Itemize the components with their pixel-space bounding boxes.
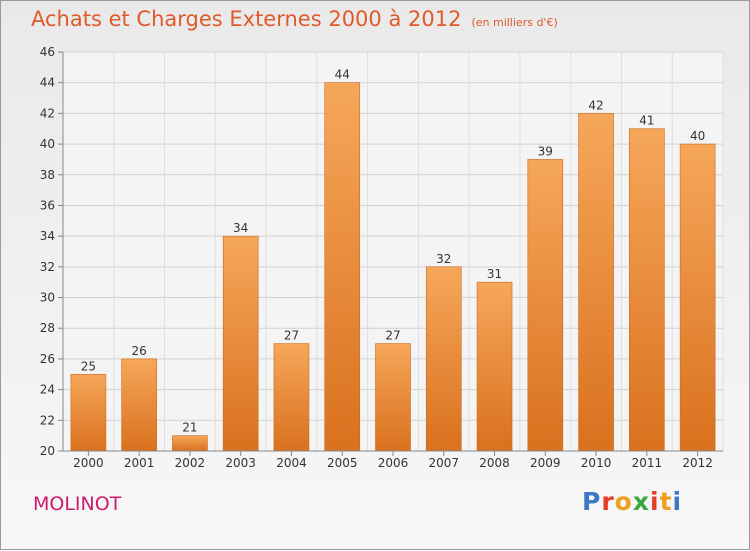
bar-2012: [679, 143, 716, 452]
axes: 20 22 24 26 28 30 32 34 36 38 40 42 44 46 2000 2001 2002…: [40, 45, 723, 470]
y-tick-label: 20: [40, 444, 55, 458]
y-tick-label: 46: [40, 45, 55, 59]
value-label: 31: [487, 267, 502, 281]
x-tick-label: 2004: [276, 456, 307, 470]
bar-2006: [375, 343, 411, 452]
bar-2010: [578, 113, 614, 452]
x-tick-label: 2007: [428, 456, 459, 470]
value-label: 41: [639, 114, 654, 128]
value-label: 25: [81, 359, 96, 373]
x-tick-label: 2010: [581, 456, 612, 470]
y-tick-label: 22: [40, 413, 55, 427]
y-tick-label: 44: [40, 76, 55, 90]
bars: 25 26 21 34 27 44 27 32 31 39 42 41 40: [70, 68, 716, 452]
bar-2004: [273, 343, 310, 452]
bar-2001: [121, 358, 157, 452]
y-tick-label: 34: [40, 229, 55, 243]
value-label: 32: [436, 252, 451, 266]
y-tick-label: 38: [40, 168, 55, 182]
x-tick-label: 2000: [73, 456, 104, 470]
value-label: 34: [233, 221, 248, 235]
x-tick-label: 2002: [175, 456, 206, 470]
bar-2009: [527, 159, 564, 452]
y-tick-label: 28: [40, 321, 55, 335]
bar-2000: [70, 373, 107, 452]
x-tick-label: 2008: [479, 456, 510, 470]
x-tick-label: 2001: [124, 456, 155, 470]
value-label: 39: [538, 144, 553, 158]
value-label: 42: [588, 98, 603, 112]
x-tick-label: 2006: [378, 456, 409, 470]
y-tick-label: 32: [40, 260, 55, 274]
y-tick-label: 24: [40, 383, 55, 397]
x-tick-label: 2012: [682, 456, 713, 470]
bar-2008: [476, 281, 513, 452]
value-label: 40: [690, 129, 705, 143]
value-label: 27: [284, 329, 299, 343]
bar-2002: [172, 435, 208, 452]
value-label: 26: [132, 344, 147, 358]
town-name: MOLINOT: [33, 493, 122, 515]
chart-title: Achats et Charges Externes 2000 à 2012 (e…: [31, 7, 558, 31]
value-label: 27: [385, 329, 400, 343]
x-tick-label: 2005: [327, 456, 358, 470]
bar-2003: [222, 235, 259, 452]
title-unit: (en milliers d'€): [471, 16, 558, 29]
x-tick-label: 2011: [632, 456, 663, 470]
x-tick-label: 2009: [530, 456, 561, 470]
value-label: 21: [182, 421, 197, 435]
value-label: 44: [335, 68, 350, 82]
y-tick-label: 42: [40, 106, 55, 120]
y-tick-label: 40: [40, 137, 55, 151]
y-tick-label: 30: [40, 291, 55, 305]
proxiti-logo: Proxiti: [582, 487, 683, 516]
y-tick-label: 26: [40, 352, 55, 366]
x-tick-label: 2003: [225, 456, 256, 470]
bar-2007: [425, 266, 462, 452]
bar-2005: [324, 82, 361, 452]
title-text: Achats et Charges Externes 2000 à 2012: [31, 7, 462, 31]
y-tick-label: 36: [40, 198, 55, 212]
bar-2011: [629, 128, 665, 452]
